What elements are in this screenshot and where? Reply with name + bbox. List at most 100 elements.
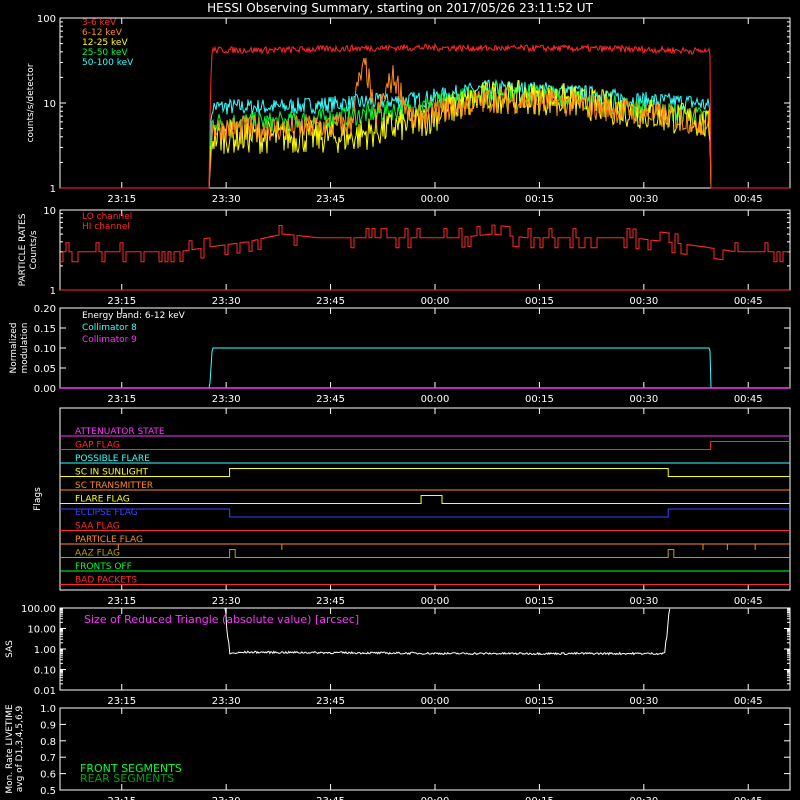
- sas-x-tick-label: 23:30: [212, 696, 241, 707]
- livetime-x-tick-label: 00:30: [629, 796, 658, 800]
- sas-y-tick-label: 0.10: [34, 666, 56, 677]
- count_rates-y-tick-label: 10: [43, 99, 56, 110]
- lo-channel-line: [60, 224, 789, 263]
- particle_rates-ylabel-line: Counts/s: [29, 230, 39, 269]
- legend-hi-channel: HI channel: [82, 222, 130, 232]
- flag-label-eclipse-flag: ECLIPSE FLAG: [75, 508, 138, 518]
- particle_rates-ylabel-group: PARTICLE RATES Counts/s: [18, 213, 39, 286]
- particle_rates-x-tick-label: 00:30: [629, 296, 658, 307]
- particle_rates-y-tick-label: 1: [50, 286, 56, 297]
- flag-line-eclipse-flag: [60, 508, 790, 518]
- livetime-x-tick-label: 23:30: [212, 796, 241, 800]
- modulation-x-tick-label: 00:45: [734, 394, 763, 405]
- sas-x-tick-label: 00:00: [421, 696, 450, 707]
- livetime-y-tick-label: 0.6: [40, 770, 56, 781]
- modulation-x-tick-label: 00:15: [525, 394, 554, 405]
- count_rates-x-tick-label: 00:45: [734, 194, 763, 205]
- sas-y-tick-label: 10.00: [27, 625, 56, 636]
- flag-line-sc-in-sunlight: [60, 468, 790, 477]
- livetime-axes-box: [59, 707, 791, 791]
- figure-title: HESSI Observing Summary, starting on 201…: [207, 1, 593, 15]
- count-rate-line-50-100-keV: [60, 78, 790, 189]
- count_rates-x-tick-label: 23:45: [316, 194, 345, 205]
- legend-50-100-keV: 50-100 keV: [82, 58, 134, 68]
- livetime-x-tick-label: 00:45: [734, 796, 763, 800]
- livetime-y-tick-label: 1.0: [40, 704, 56, 715]
- sas-y-tick-label: 0.01: [34, 686, 56, 697]
- modulation-x-tick-label: 23:15: [107, 394, 136, 405]
- sas-x-tick-label: 23:45: [316, 696, 345, 707]
- livetime-y-tick-label: 0.5: [40, 786, 56, 797]
- flag-label-attenuator-state: ATTENUATOR STATE: [75, 427, 165, 437]
- modulation-x-tick-label: 00:00: [421, 394, 450, 405]
- flag-line-gap-flag: [60, 441, 790, 450]
- legend-collimator-9: Collimator 9: [82, 335, 137, 345]
- count_rates-x-tick-label: 23:15: [107, 194, 136, 205]
- modulation-y-tick-label: 0.15: [34, 324, 56, 335]
- sas-ylabel: SAS: [5, 640, 15, 658]
- flags-frame: 23:15 23:30 23:45 00:00 00:15 00:30 00:45: [59, 407, 791, 607]
- modulation-x-tick-label: 23:45: [316, 394, 345, 405]
- modulation-y-tick-label: 0.05: [34, 364, 56, 375]
- particle_rates-ylabel-line: PARTICLE RATES: [18, 213, 28, 286]
- flag-label-possible-flare: POSSIBLE FLARE: [75, 454, 150, 464]
- sas-annotation: Size of Reduced Triangle (absolute value…: [84, 613, 359, 626]
- flag-label-fronts-off: FRONTS OFF: [75, 562, 132, 572]
- modulation-ylabel-line: Normalized: [9, 322, 19, 373]
- modulation-y-tick-label: 0.10: [34, 344, 56, 355]
- flag-label-gap-flag: GAP FLAG: [75, 441, 120, 451]
- count_rates-y-tick-label: 1: [50, 184, 56, 195]
- sas-x-tick-label: 00:30: [629, 696, 658, 707]
- flag-label-sc-in-sunlight: SC IN SUNLIGHT: [75, 468, 149, 478]
- flag-label-sc-transmitter: SC TRANSMITTER: [75, 481, 153, 491]
- sas-x-tick-label: 00:15: [525, 696, 554, 707]
- flag-label-particle-flag: PARTICLE FLAG: [75, 535, 143, 545]
- particle_rates-x-tick-label: 23:15: [107, 296, 136, 307]
- flags-x-tick-label: 00:45: [734, 596, 763, 607]
- legend-collimator-8: Collimator 8: [82, 323, 137, 333]
- collimator-8-line: [60, 347, 790, 389]
- sas-x-tick-label: 00:45: [734, 696, 763, 707]
- count_rates-x-tick-label: 00:15: [525, 194, 554, 205]
- flags-x-tick-label: 00:15: [525, 596, 554, 607]
- sas-y-tick-label: 100.00: [21, 604, 56, 615]
- count_rates-y-tick-label: 100: [37, 14, 56, 25]
- flags-axes-box: [59, 407, 791, 591]
- particle_rates-x-tick-label: 23:30: [212, 296, 241, 307]
- sas-x-tick-label: 23:15: [107, 696, 136, 707]
- sas-ylabel-group: SAS: [5, 640, 15, 658]
- particle_rates-y-tick-label: 10: [43, 206, 56, 217]
- flags-x-tick-label: 00:30: [629, 596, 658, 607]
- legend-front-segments: FRONT SEGMENTS: [80, 762, 182, 775]
- legend-12-25-keV: 12-25 keV: [82, 38, 128, 48]
- legend-6-12-keV: 6-12 keV: [82, 28, 123, 38]
- particle_rates-frame: 23:15 23:30 23:45 00:00 00:15 00:30 00:45: [59, 209, 791, 307]
- legend-lo-channel: LO channel: [82, 212, 132, 222]
- flags-x-tick-label: 23:30: [212, 596, 241, 607]
- modulation-y-tick-label: 0.00: [34, 384, 56, 395]
- flag-label-flare-flag: FLARE FLAG: [75, 495, 130, 505]
- livetime-frame: 23:15 23:30 23:45 00:00 00:15 00:30 00:45: [59, 707, 791, 800]
- flag-label-saa-flag: SAA FLAG: [75, 522, 120, 532]
- count_rates-x-tick-label: 23:30: [212, 194, 241, 205]
- modulation-energy-band-label: Energy band: 6-12 keV: [82, 311, 186, 321]
- sas-y-tick-label: 1.00: [34, 645, 56, 656]
- modulation-x-tick-label: 00:30: [629, 394, 658, 405]
- particle_rates-x-tick-label: 00:00: [421, 296, 450, 307]
- flag-line-aaz-flag: [60, 549, 790, 558]
- modulation-frame: 23:15 23:30 23:45 00:00 00:15 00:30 00:45: [59, 307, 791, 405]
- livetime-y-tick-label: 0.7: [40, 753, 56, 764]
- legend-3-6-keV: 3-6 keV: [82, 18, 117, 28]
- flag-label-bad-packets: BAD PACKETS: [75, 576, 137, 586]
- livetime-ylabel-line: avg of D1,3,4,5,6,9: [15, 705, 25, 792]
- flags-ylabel: Flags: [33, 487, 43, 511]
- count-rate-line-3-6-keV: [60, 42, 790, 189]
- livetime-x-tick-label: 00:15: [525, 796, 554, 800]
- flag-label-aaz-flag: AAZ FLAG: [75, 549, 120, 559]
- livetime-y-tick-label: 0.8: [40, 737, 56, 748]
- flags-x-tick-label: 00:00: [421, 596, 450, 607]
- sas-triangle-line: [224, 607, 671, 656]
- particle_rates-x-tick-label: 23:45: [316, 296, 345, 307]
